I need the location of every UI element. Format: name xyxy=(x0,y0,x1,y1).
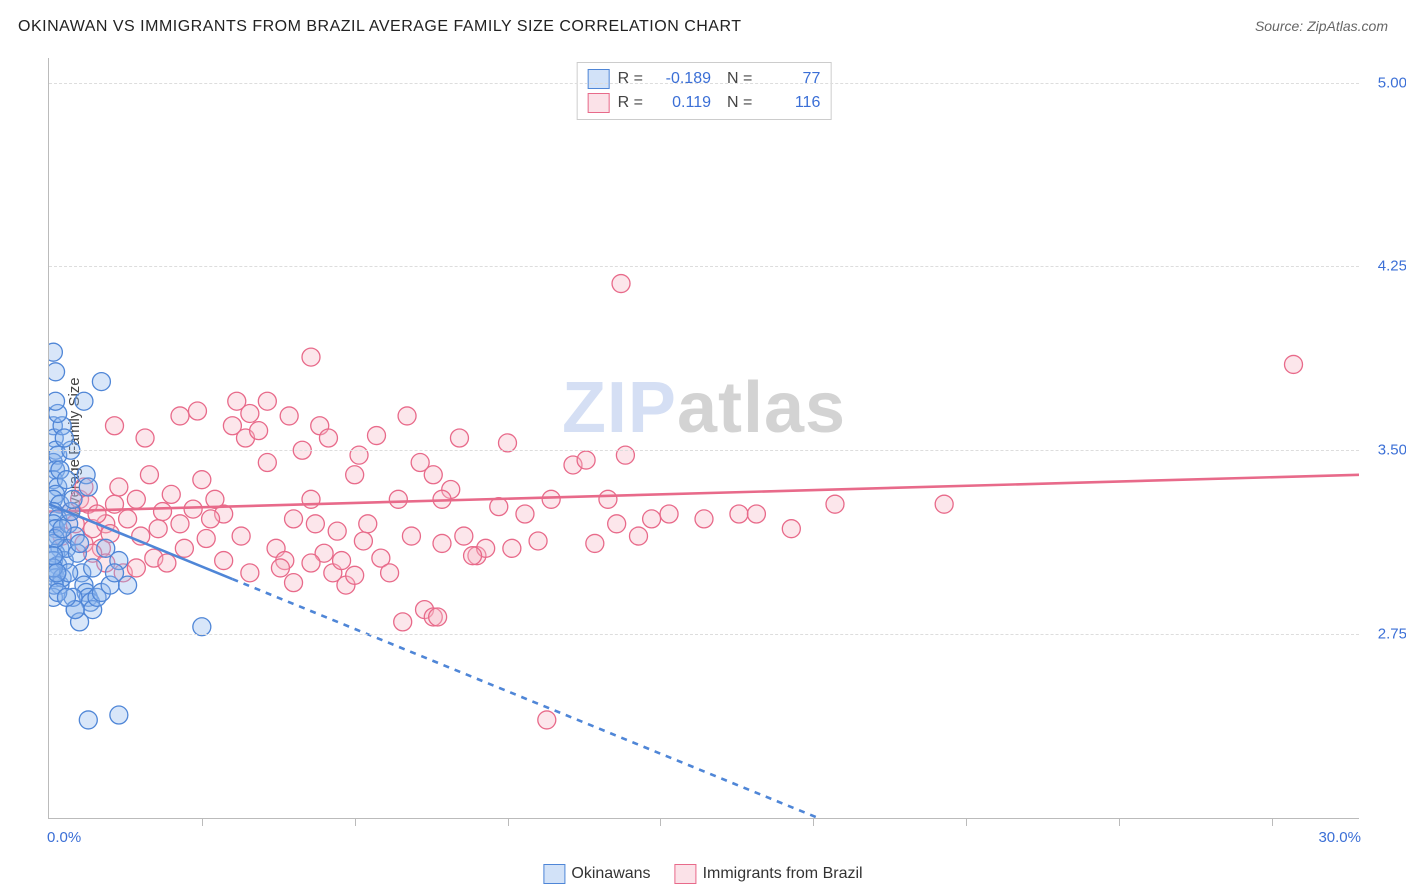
legend-swatch-okinawans-2 xyxy=(543,864,565,884)
legend-label-okinawans: Okinawans xyxy=(571,865,650,882)
legend-swatch-brazil-2 xyxy=(675,864,697,884)
legend-label-brazil: Immigrants from Brazil xyxy=(703,865,863,882)
source-label: Source: ZipAtlas.com xyxy=(1255,18,1388,34)
series-legend: Okinawans Immigrants from Brazil xyxy=(543,864,862,884)
scatter-svg xyxy=(49,58,1359,818)
x-max-label: 30.0% xyxy=(1318,829,1361,846)
x-min-label: 0.0% xyxy=(47,829,81,846)
plot-area: ZIPatlas R =-0.189 N =77 R =0.119 N =116… xyxy=(48,58,1359,819)
chart-title: OKINAWAN VS IMMIGRANTS FROM BRAZIL AVERA… xyxy=(18,18,742,36)
